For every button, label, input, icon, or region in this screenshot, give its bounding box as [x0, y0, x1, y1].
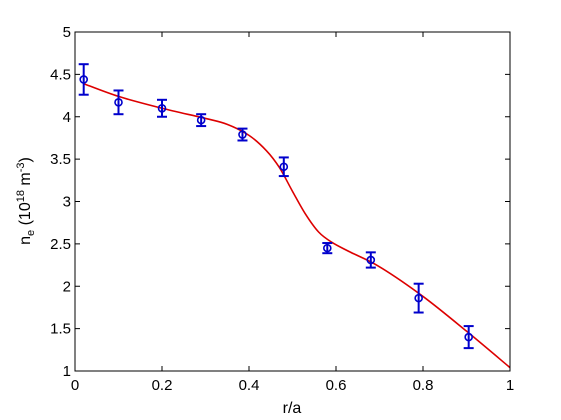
data-point: [413, 282, 424, 314]
data-point: [322, 242, 333, 255]
data-points-group: [78, 63, 474, 350]
y-tick-label: 1.5: [50, 321, 71, 338]
fit-curve-group: [83, 82, 511, 369]
y-tick-label: 4: [63, 109, 71, 126]
data-point-marker: [322, 243, 332, 253]
y-tick-label: 4.5: [50, 66, 71, 83]
y-axis-ticks: 1 1.5 2 2.5 3 3.5 4 4.5 5: [50, 24, 510, 380]
y-tick-label: 2.5: [50, 236, 71, 253]
y-tick-label: 3.5: [50, 151, 71, 168]
y-label-paren-close: ): [17, 157, 34, 162]
data-point-marker: [157, 103, 167, 113]
y-tick-label: 1: [63, 363, 71, 380]
y-tick-label: 5: [63, 24, 71, 41]
data-point-marker: [196, 115, 206, 125]
y-label-paren: (10: [17, 202, 34, 230]
y-axis-label: ne (1018 m-3): [15, 157, 37, 245]
x-tick-label: 0.6: [326, 377, 347, 394]
data-point: [196, 113, 207, 128]
data-point-marker: [79, 75, 88, 84]
data-point: [157, 98, 167, 118]
data-point-marker: [238, 130, 247, 139]
y-label-subscript: e: [25, 230, 37, 236]
data-point-marker: [414, 293, 423, 303]
data-point: [78, 63, 89, 96]
x-tick-label: 1: [506, 377, 514, 394]
y-label-unit: m: [17, 172, 34, 190]
fit-curve-line: [83, 82, 511, 369]
x-axis-label: r/a: [283, 400, 302, 417]
x-tick-label: 0: [71, 377, 79, 394]
data-point-marker: [114, 98, 123, 107]
data-point: [113, 89, 124, 116]
y-label-superscript-unit: -3: [15, 162, 27, 172]
y-label-base: n: [17, 236, 34, 245]
data-point: [463, 325, 474, 350]
data-point-marker: [366, 255, 376, 265]
data-point-marker: [464, 332, 473, 342]
x-tick-label: 0.2: [152, 377, 173, 394]
x-tick-label: 0.4: [239, 377, 260, 394]
y-tick-label: 2: [63, 278, 71, 295]
x-axis-ticks: 0 0.2 0.4 0.6 0.8 1: [71, 32, 514, 394]
plot-area: [75, 32, 510, 371]
data-point: [365, 251, 376, 269]
x-tick-label: 0.8: [413, 377, 434, 394]
y-label-superscript-exp: 18: [15, 190, 27, 202]
data-point-marker: [279, 162, 289, 172]
data-point: [278, 156, 289, 178]
data-point: [237, 127, 248, 142]
y-tick-label: 3: [63, 194, 71, 211]
